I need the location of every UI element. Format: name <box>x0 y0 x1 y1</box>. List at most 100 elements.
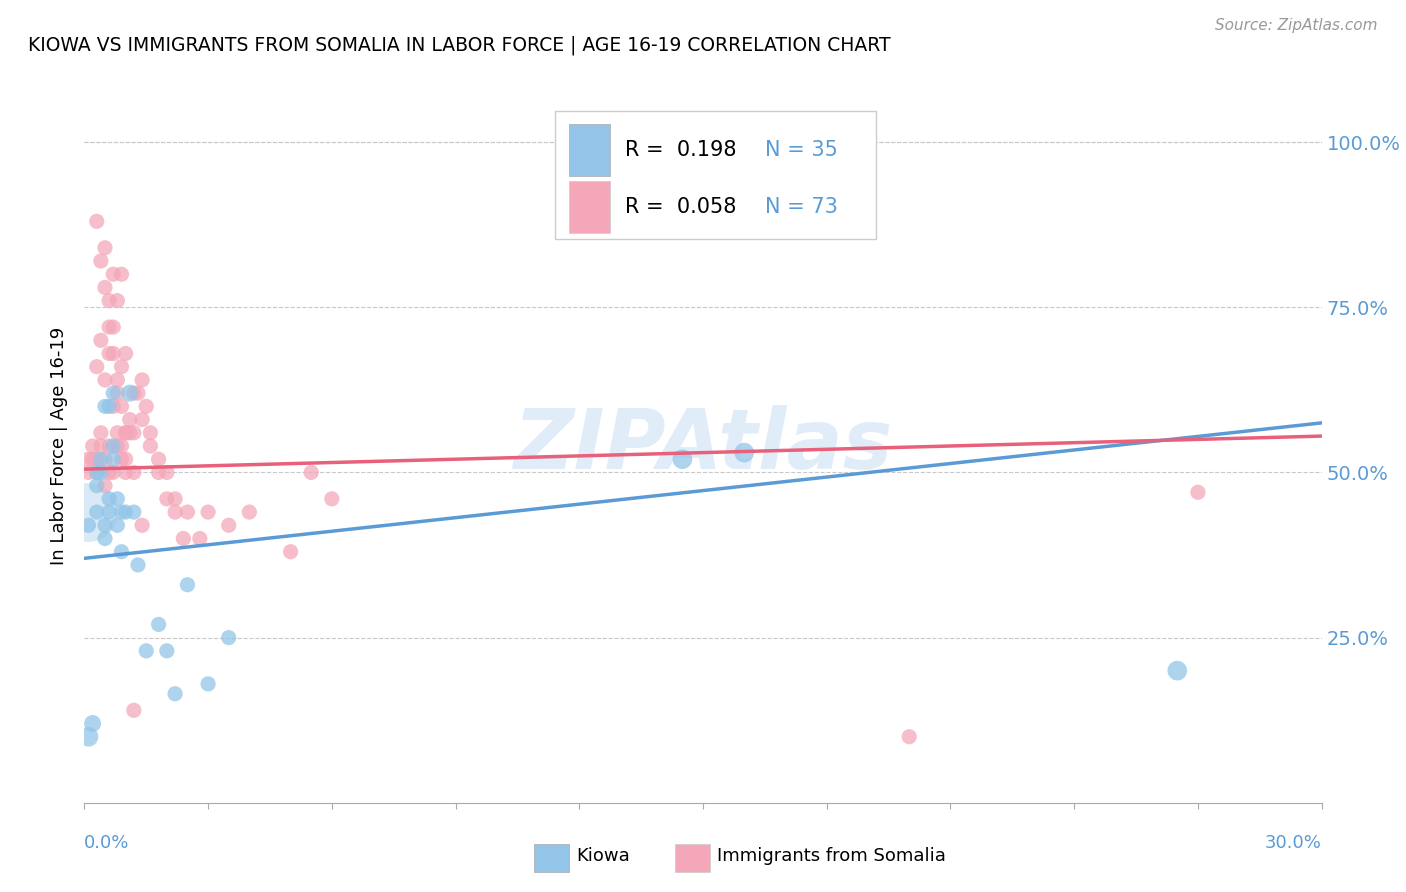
Point <box>105 439 128 453</box>
FancyBboxPatch shape <box>569 181 610 233</box>
Point <box>188 532 211 546</box>
Point <box>77 518 100 533</box>
Point <box>122 466 145 480</box>
Text: R =  0.198: R = 0.198 <box>626 140 737 160</box>
Point <box>122 505 145 519</box>
Point <box>86 359 108 374</box>
Point <box>165 505 187 519</box>
Point <box>103 452 125 467</box>
Text: N = 73: N = 73 <box>765 197 838 217</box>
Point <box>86 466 108 480</box>
Point <box>114 346 136 360</box>
Point <box>98 505 121 519</box>
Point <box>114 425 136 440</box>
Point <box>86 505 108 519</box>
Point <box>98 293 121 308</box>
Point <box>77 505 100 519</box>
Point <box>110 400 132 414</box>
Point <box>135 400 157 414</box>
Point <box>94 400 117 414</box>
Point <box>98 466 121 480</box>
Point <box>90 254 112 268</box>
Point <box>176 578 198 592</box>
Point <box>103 466 125 480</box>
FancyBboxPatch shape <box>569 124 610 176</box>
Point <box>110 452 132 467</box>
Point <box>139 425 162 440</box>
Point <box>86 214 108 228</box>
Point <box>114 505 136 519</box>
Point <box>127 386 149 401</box>
Text: 30.0%: 30.0% <box>1265 834 1322 852</box>
Point <box>131 412 153 426</box>
Point <box>86 478 108 492</box>
Point <box>105 293 128 308</box>
Point <box>114 425 136 440</box>
Point <box>94 241 117 255</box>
Point <box>103 320 125 334</box>
Point <box>118 412 141 426</box>
Text: 0.0%: 0.0% <box>84 834 129 852</box>
Point <box>77 730 100 744</box>
Point <box>280 545 302 559</box>
Point <box>172 532 194 546</box>
Point <box>90 425 112 440</box>
Point <box>82 452 104 467</box>
Point <box>122 425 145 440</box>
Point <box>77 452 100 467</box>
Point <box>94 532 117 546</box>
Point <box>103 439 125 453</box>
Point <box>165 491 187 506</box>
Point <box>135 644 157 658</box>
Point <box>98 320 121 334</box>
Point <box>90 466 112 480</box>
Point <box>148 466 170 480</box>
Point <box>82 716 104 731</box>
Point <box>122 703 145 717</box>
Point <box>299 466 322 480</box>
Point <box>94 280 117 294</box>
Point <box>156 644 179 658</box>
Text: N = 35: N = 35 <box>765 140 838 160</box>
Point <box>165 687 187 701</box>
Point <box>90 439 112 453</box>
Point <box>197 505 219 519</box>
Point <box>94 518 117 533</box>
Point <box>127 558 149 572</box>
Point <box>82 439 104 453</box>
Point <box>122 386 145 401</box>
Point <box>86 466 108 480</box>
Point <box>148 617 170 632</box>
Point <box>105 518 128 533</box>
Point <box>110 505 132 519</box>
Point <box>131 518 153 533</box>
Point <box>90 333 112 347</box>
Point <box>156 466 179 480</box>
Point <box>114 452 136 467</box>
Point <box>218 518 240 533</box>
Point <box>110 359 132 374</box>
Point <box>94 452 117 467</box>
Point <box>156 491 179 506</box>
Point <box>98 346 121 360</box>
Point <box>103 400 125 414</box>
Point <box>197 677 219 691</box>
Text: Kiowa: Kiowa <box>576 847 630 865</box>
Point <box>98 400 121 414</box>
Point <box>148 452 170 467</box>
Text: ZIPAtlas: ZIPAtlas <box>513 406 893 486</box>
Point <box>218 631 240 645</box>
Text: Source: ZipAtlas.com: Source: ZipAtlas.com <box>1215 18 1378 33</box>
Point <box>321 491 343 506</box>
Point <box>105 386 128 401</box>
Point <box>114 466 136 480</box>
Point <box>90 452 112 467</box>
Point <box>94 373 117 387</box>
Point <box>103 346 125 360</box>
Point <box>139 439 162 453</box>
Point <box>110 267 132 281</box>
Point <box>105 425 128 440</box>
Point <box>671 452 693 467</box>
Point <box>105 373 128 387</box>
Text: R =  0.058: R = 0.058 <box>626 197 737 217</box>
